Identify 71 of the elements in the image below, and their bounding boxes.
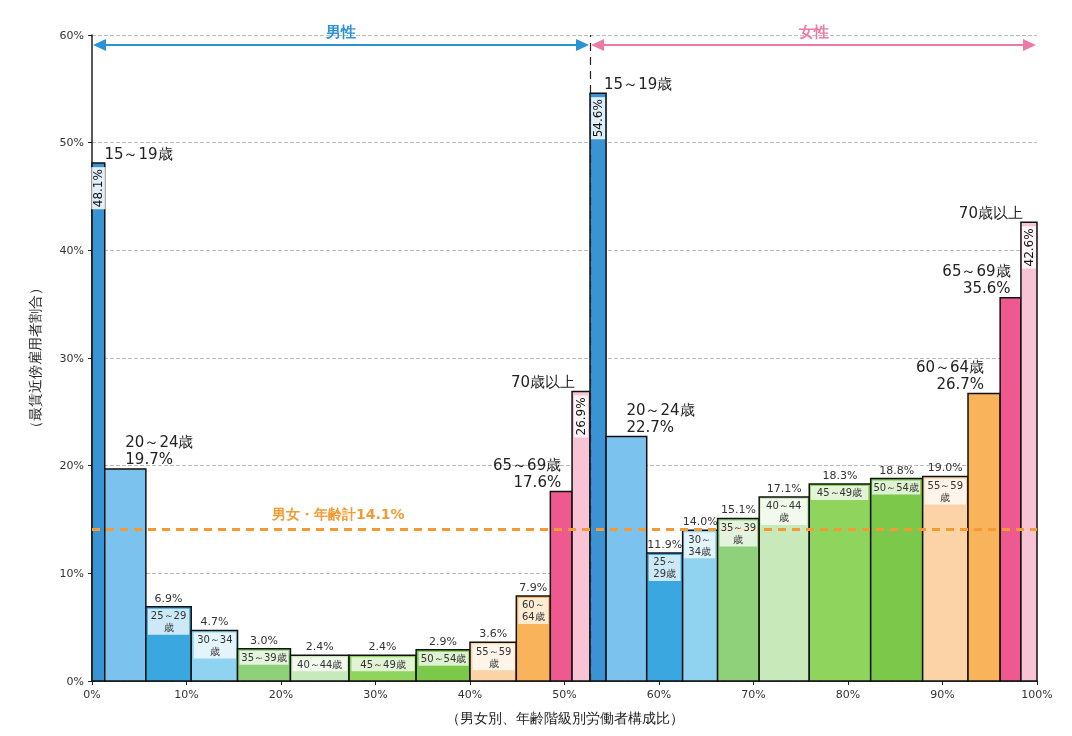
annotation: 65～69歳	[493, 456, 562, 475]
annotation: 15～19歳	[604, 74, 673, 93]
annotation: 50～54歳	[420, 653, 467, 665]
data-label: 7.9%	[519, 580, 548, 594]
x-tick-label: 0%	[83, 688, 101, 701]
annotation: 25～29歳	[653, 556, 677, 580]
annotation: 40～44歳	[766, 500, 802, 524]
data-label: 2.4%	[305, 640, 334, 654]
data-label: 22.7%	[626, 418, 675, 437]
data-label: 11.9%	[647, 537, 683, 551]
data-label: 14.0%	[682, 515, 718, 529]
annotation: 40～44歳	[297, 658, 343, 670]
annotation: 70歳以上	[958, 203, 1023, 222]
data-label: 2.4%	[368, 640, 397, 654]
annotation: 45～49歳	[816, 487, 863, 499]
annotation: 60～64歳	[521, 599, 545, 623]
y-tick-label: 30%	[59, 351, 84, 365]
data-label: 26.9%	[574, 397, 589, 436]
annotation: 55～59歳	[927, 479, 964, 503]
data-label: 19.7%	[125, 450, 173, 469]
x-tick-label: 40%	[457, 688, 483, 701]
annotation: 65～69歳	[942, 262, 1011, 281]
data-label: 42.6%	[1021, 228, 1036, 267]
y-tick-label: 40%	[59, 243, 84, 257]
data-label: 17.6%	[513, 473, 562, 492]
data-label: 54.6%	[591, 99, 606, 138]
data-label: 18.3%	[822, 468, 858, 482]
annotation: 20～24歳	[125, 433, 194, 452]
annotation: 20～24歳	[626, 401, 695, 420]
annotation: 55～59歳	[475, 645, 512, 669]
data-label: 18.8%	[879, 463, 915, 477]
x-tick-label: 80%	[835, 688, 861, 701]
annotation: 女性	[797, 22, 829, 41]
data-label: 17.1%	[766, 481, 802, 495]
annotation: 35～39歳	[241, 652, 287, 664]
ref-line-label: 男女・年齢計14.1%	[271, 506, 405, 523]
x-tick-label: 50%	[552, 688, 577, 701]
data-label: 48.1%	[91, 169, 106, 208]
x-tick-label: 70%	[741, 688, 766, 701]
annotation: 15～19歳	[104, 144, 173, 163]
data-label: 35.6%	[962, 279, 1011, 298]
data-label: 3.6%	[479, 627, 508, 641]
x-axis-title: （男女別、年齢階級別労働者構成比）	[445, 710, 684, 726]
y-tick-label: 0%	[66, 674, 84, 688]
annotation: 60～64歳	[915, 358, 985, 377]
data-label: 4.7%	[200, 615, 229, 629]
annotation: 30～34歳	[688, 533, 711, 557]
annotation: 30～34歳	[197, 633, 233, 657]
x-tick-label: 90%	[930, 688, 955, 701]
annotation: 25～29歳	[150, 610, 187, 634]
data-label: 6.9%	[154, 591, 183, 605]
data-label: 15.1%	[720, 503, 756, 517]
annotation: 70歳以上	[510, 372, 576, 391]
annotation: 45～49歳	[360, 658, 406, 670]
data-label: 19.0%	[927, 461, 963, 475]
x-tick-label: 60%	[646, 688, 672, 701]
data-label: 26.7%	[936, 375, 985, 394]
x-tick-label: 30%	[363, 688, 388, 701]
annotation: 50～54歳	[873, 482, 919, 494]
x-tick-label: 10%	[174, 688, 199, 701]
y-tick-label: 10%	[59, 566, 84, 580]
data-label: 3.0%	[250, 633, 278, 647]
data-label: 2.9%	[429, 634, 458, 648]
annotation: 35～39歳	[720, 521, 757, 545]
x-tick-label: 20%	[268, 688, 294, 701]
y-tick-label: 20%	[59, 459, 84, 473]
annotation: 男性	[325, 22, 357, 41]
y-tick-label: 50%	[59, 136, 84, 150]
y-axis-title: （最賃近傍雇用者割合）	[27, 281, 43, 435]
x-tick-label: 100%	[1021, 688, 1053, 701]
y-tick-label: 60%	[59, 28, 84, 42]
